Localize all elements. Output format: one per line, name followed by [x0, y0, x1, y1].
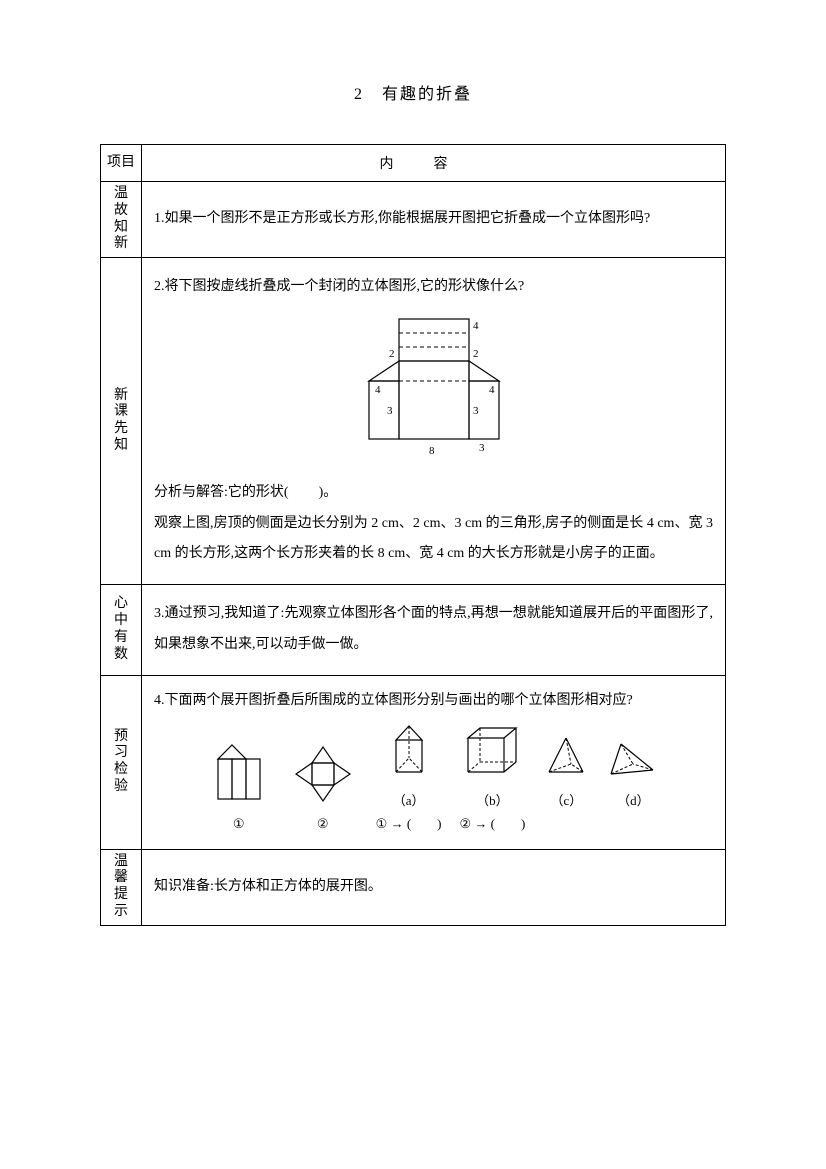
row5-label: 温馨提示	[103, 854, 139, 921]
match-2: ② → ( )	[460, 814, 526, 835]
svg-text:4: 4	[375, 384, 381, 396]
header-row: 项目 内容	[101, 145, 726, 182]
row-5: 温馨提示 知识准备:长方体和正方体的展开图。	[101, 849, 726, 925]
page-title: 2 有趣的折叠	[100, 80, 726, 104]
row2-question: 2.将下图按虚线折叠成一个封闭的立体图形,它的形状像什么?	[154, 272, 713, 303]
svg-text:2: 2	[473, 348, 479, 360]
svg-text:2: 2	[389, 348, 395, 360]
row-4: 预习检验 4.下面两个展开图折叠后所围成的立体图形分别与画出的哪个立体图形相对应…	[101, 675, 726, 849]
row4-question: 4.下面两个展开图折叠后所围成的立体图形分别与画出的哪个立体图形相对应?	[154, 690, 713, 712]
row-1: 温故知新 1.如果一个图形不是正方形或长方形,你能根据展开图把它折叠成一个立体图…	[101, 182, 726, 258]
row5-text: 知识准备:长方体和正方体的展开图。	[154, 872, 713, 903]
solid-c: （c）	[543, 732, 589, 834]
row-2: 新课先知 2.将下图按虚线折叠成一个封闭的立体图形,它的形状像什么? 4 2 2	[101, 258, 726, 585]
solid-a: （a） ① → ( )	[376, 720, 442, 834]
net-1: ①	[208, 741, 270, 835]
header-col2: 内容	[380, 157, 488, 172]
svg-text:8: 8	[429, 445, 435, 457]
row3-text: 3.通过预习,我知道了:先观察立体图形各个面的特点,再想一想就能知道展开后的平面…	[154, 599, 713, 661]
net-2: ②	[288, 741, 358, 835]
shapes-row: ① ②	[154, 720, 713, 834]
main-table: 项目 内容 温故知新 1.如果一个图形不是正方形或长方形,你能根据展开图把它折叠…	[100, 144, 726, 926]
svg-text:4: 4	[489, 384, 495, 396]
row2-paragraph: 观察上图,房顶的侧面是边长分别为 2 cm、2 cm、3 cm 的三角形,房子的…	[154, 509, 713, 571]
header-col1: 项目	[101, 145, 142, 182]
row3-label: 心中有数	[103, 596, 139, 663]
row1-label: 温故知新	[103, 186, 139, 253]
house-net-figure: 4 2 2 4 4	[154, 309, 713, 472]
solid-d: （d）	[607, 736, 659, 834]
row2-answer: 分析与解答:它的形状( )。	[154, 478, 713, 509]
solid-b: （b） ② → ( )	[460, 720, 526, 834]
row-3: 心中有数 3.通过预习,我知道了:先观察立体图形各个面的特点,再想一想就能知道展…	[101, 585, 726, 676]
svg-text:3: 3	[479, 442, 485, 454]
svg-text:3: 3	[473, 405, 479, 417]
svg-text:4: 4	[473, 320, 479, 332]
row1-text: 1.如果一个图形不是正方形或长方形,你能根据展开图把它折叠成一个立体图形吗?	[154, 204, 713, 235]
svg-text:3: 3	[387, 405, 393, 417]
row4-label: 预习检验	[103, 729, 139, 796]
match-1: ① → ( )	[376, 814, 442, 835]
row2-label: 新课先知	[103, 388, 139, 455]
